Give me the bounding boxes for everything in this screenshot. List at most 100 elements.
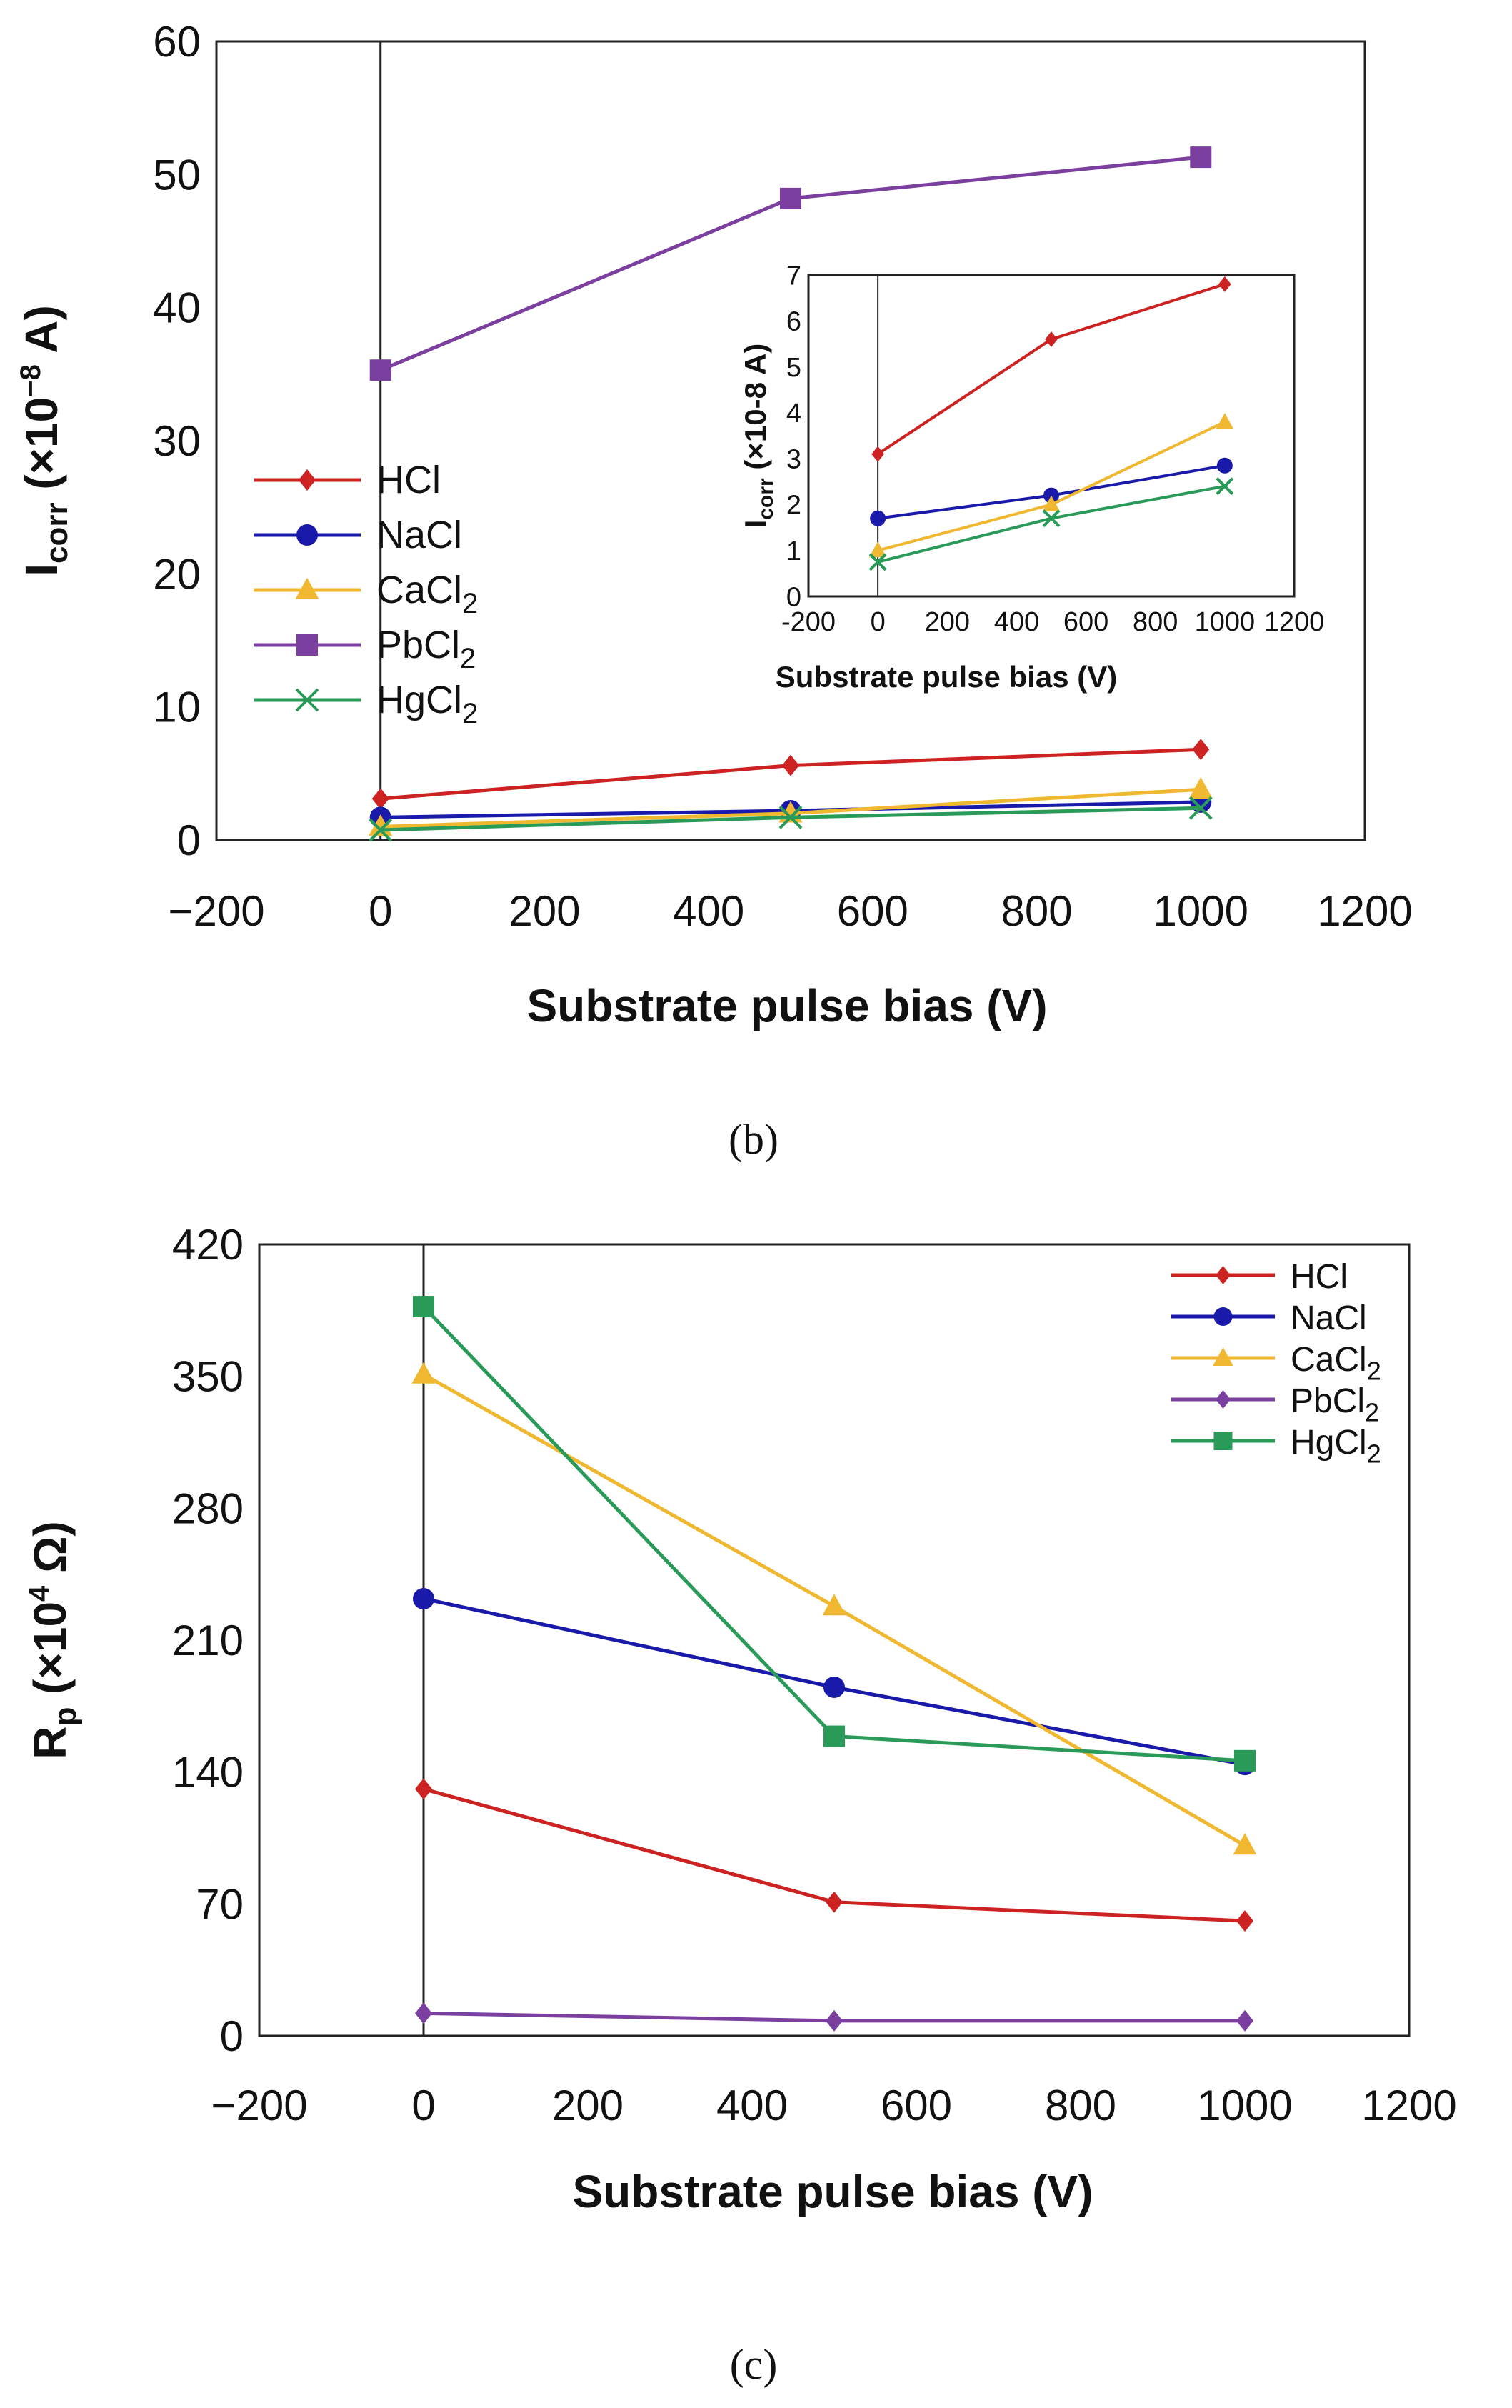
- inset-x-tick-labels: -200 0 200 400 600 800 1000 1200: [781, 607, 1325, 637]
- series-hcl: [871, 276, 1231, 462]
- data-point-cacl2: [1216, 413, 1233, 429]
- plot-area-c: [258, 1243, 1411, 2037]
- inset-series: [868, 276, 1234, 571]
- x-axis-title-b: Substrate pulse bias (V): [526, 980, 1047, 1031]
- series-hgcl2: [369, 796, 1213, 842]
- series-pbcl2: [369, 146, 1212, 381]
- data-point-hgcl2: [823, 1725, 845, 1747]
- legend-marker: [1216, 1266, 1231, 1284]
- y-tick-label: 140: [172, 1749, 244, 1797]
- data-point-hcl: [871, 446, 884, 462]
- y-tick-label: 10: [153, 684, 201, 731]
- y-tick-label: 0: [220, 2012, 244, 2060]
- x-tick-label: 1200: [1361, 2082, 1456, 2129]
- legend-label: CaCl2: [376, 569, 478, 619]
- x-tick-label: 600: [837, 887, 908, 935]
- legend-marker: [1213, 1307, 1233, 1326]
- y-tick-label: 4: [786, 399, 801, 429]
- data-point-cacl2: [822, 1594, 846, 1616]
- legend-label: HCl: [1291, 1258, 1348, 1296]
- data-point-pbcl2: [415, 2002, 432, 2024]
- x-tick-label: 1000: [1197, 2082, 1292, 2129]
- data-point-hcl: [782, 754, 799, 776]
- series-cacl2: [869, 413, 1233, 558]
- x-tick-labels-c: −200 0 200 400 600 800 1000 1200: [211, 2082, 1456, 2129]
- y-tick-label: 30: [153, 417, 201, 465]
- data-point-hcl: [371, 788, 389, 810]
- y-tick-label: 0: [786, 582, 801, 612]
- x-tick-label: 200: [552, 2082, 624, 2129]
- x-tick-label: 1200: [1264, 607, 1325, 637]
- data-point-hgcl2: [1216, 477, 1234, 496]
- y-tick-label: 420: [172, 1221, 244, 1269]
- x-tick-label: 1000: [1153, 887, 1248, 935]
- panel-label-c: (c): [730, 2341, 778, 2388]
- inset-plot-area: [807, 274, 1296, 598]
- legend-marker: [299, 469, 316, 491]
- legend-label: NaCl: [1291, 1299, 1367, 1337]
- legend-item-cacl2: CaCl2: [254, 569, 478, 619]
- chart-panel-c: 0 70 140 210 280 350 420 −200 0 200 400 600 800 1000…: [24, 1221, 1457, 2388]
- legend-marker: [1213, 1432, 1233, 1450]
- y-tick-label: 6: [786, 307, 801, 337]
- legend-marker: [295, 577, 319, 599]
- legend-label: CaCl2: [1291, 1341, 1381, 1386]
- data-point-hcl: [415, 1778, 432, 1800]
- legend-item-hcl: HCl: [1171, 1258, 1348, 1296]
- legend-item-cacl2: CaCl2: [1171, 1341, 1381, 1386]
- y-tick-label: 7: [786, 261, 801, 291]
- series-nacl: [870, 457, 1233, 526]
- data-point-pbcl2: [1236, 2009, 1253, 2032]
- x-tick-label: 200: [509, 887, 580, 935]
- y-tick-label: 3: [786, 444, 801, 474]
- data-point-cacl2: [1042, 495, 1061, 511]
- series-c: [411, 1296, 1257, 2032]
- series-hgcl2: [868, 477, 1234, 571]
- legend-label: PbCl2: [1291, 1382, 1379, 1427]
- legend-item-pbcl2: PbCl2: [1171, 1382, 1379, 1427]
- data-point-nacl: [1216, 457, 1233, 474]
- data-point-hgcl2: [1188, 796, 1213, 820]
- data-point-hgcl2: [778, 805, 803, 829]
- data-point-hcl: [1236, 1910, 1253, 1932]
- data-point-pbcl2: [780, 187, 801, 209]
- data-point-hcl: [826, 1891, 843, 1913]
- data-point-hgcl2: [868, 553, 887, 571]
- x-tick-label: 200: [925, 607, 970, 637]
- legend-label: NaCl: [376, 514, 462, 556]
- x-tick-label: 0: [871, 607, 886, 637]
- x-tick-label: -200: [781, 607, 836, 637]
- data-point-pbcl2: [369, 359, 391, 381]
- legend-item-nacl: NaCl: [254, 514, 462, 556]
- data-point-pbcl2: [1190, 146, 1212, 169]
- data-point-cacl2: [411, 1362, 436, 1384]
- legend-item-nacl: NaCl: [1171, 1299, 1367, 1337]
- data-point-nacl: [870, 510, 886, 526]
- series-b: [369, 146, 1213, 842]
- data-point-hgcl2: [369, 818, 393, 842]
- x-tick-label: 600: [1063, 607, 1108, 637]
- y-tick-label: 70: [196, 1880, 244, 1928]
- series-hcl: [371, 739, 1210, 810]
- legend-label: HgCl2: [376, 679, 478, 729]
- x-tick-label: 600: [881, 2082, 952, 2129]
- legend-item-hgcl2: HgCl2: [1171, 1424, 1381, 1469]
- legend-label: PbCl2: [376, 624, 476, 674]
- x-tick-label: 0: [369, 887, 392, 935]
- x-tick-label: 400: [994, 607, 1039, 637]
- legend-marker: [295, 688, 319, 712]
- data-point-nacl: [413, 1587, 434, 1609]
- data-point-cacl2: [869, 541, 887, 558]
- y-axis-title-c: Rp (×104 Ω): [24, 1521, 83, 1759]
- x-tick-label: 1000: [1195, 607, 1256, 637]
- y-axis-title-b: Icorr (×10−8 A): [15, 305, 74, 576]
- x-tick-label: 400: [716, 2082, 788, 2129]
- x-axis-title-c: Substrate pulse bias (V): [572, 2166, 1093, 2217]
- x-tick-label: 800: [1045, 2082, 1116, 2129]
- series-hgcl2: [413, 1296, 1256, 1772]
- x-tick-label: 800: [1001, 887, 1073, 935]
- y-tick-label: 350: [172, 1353, 244, 1401]
